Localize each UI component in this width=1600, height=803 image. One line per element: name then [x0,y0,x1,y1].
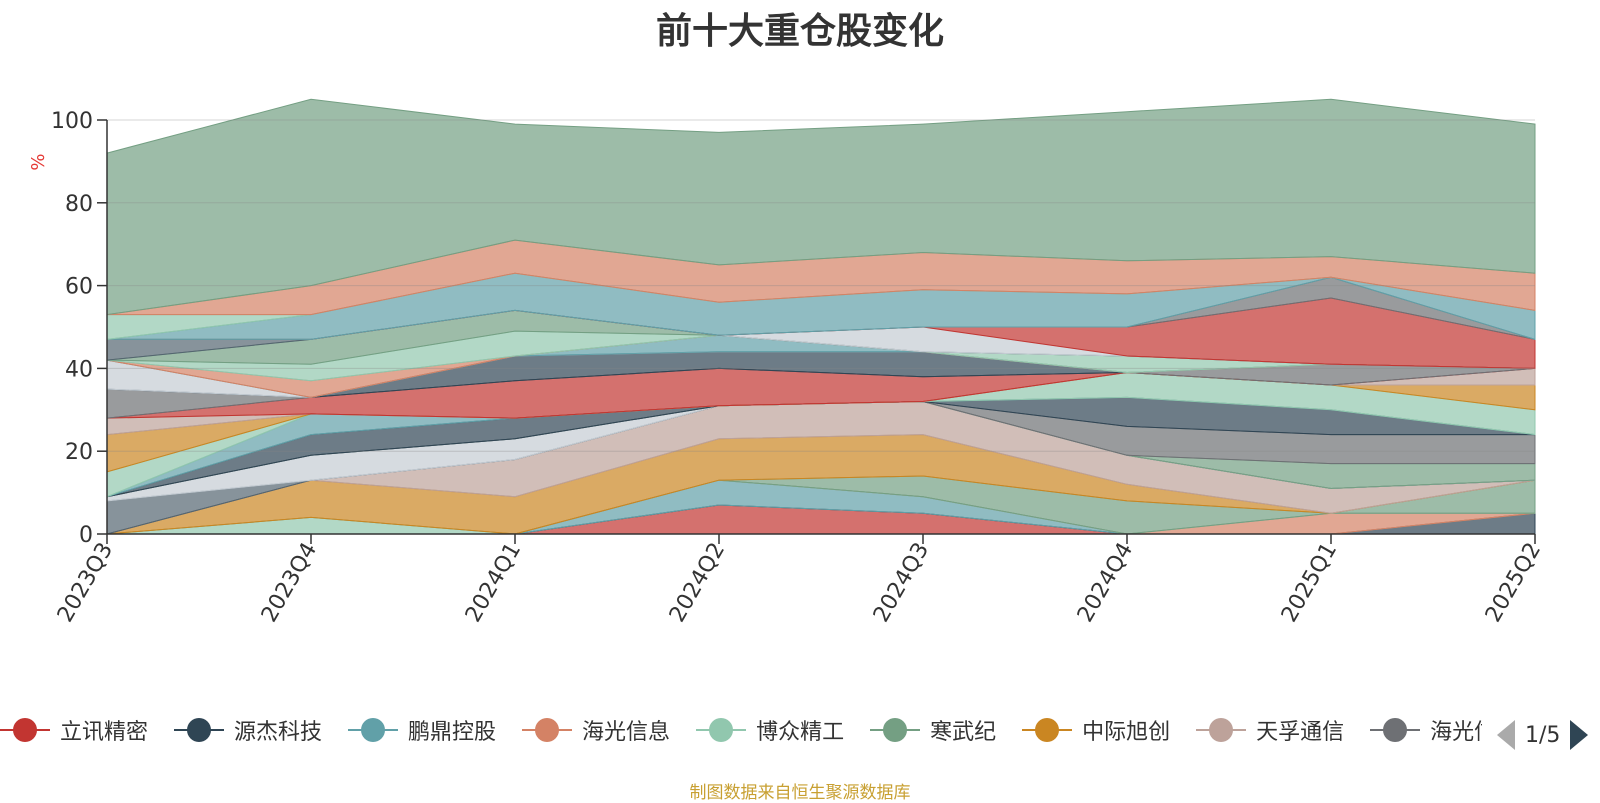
legend-label: 博众精工 [756,720,845,745]
legend-prev-page-button[interactable] [1497,720,1515,750]
x-tick-label: 2024Q3 [869,539,934,627]
area-layers [106,98,1536,535]
x-tick-label: 2023Q4 [257,539,322,627]
legend-marker-icon [696,715,747,745]
legend-label: 海光信息 [1430,720,1482,745]
legend-item[interactable]: 寒武纪 [870,710,1022,750]
gridlines [107,119,1535,452]
y-tick-label: 100 [51,109,93,134]
legend: 立讯精密 源杰科技 鹏鼎控股 海光信息 博众精工 寒武纪 中际旭创 天孚通信 海光信息 [0,710,1482,750]
legend-label: 寒武纪 [930,720,997,745]
legend-page-indicator: 1/5 [1525,722,1561,748]
legend-item[interactable]: 海光信息 [1370,710,1482,750]
x-tick-label: 2023Q3 [53,539,118,627]
y-tick-label: 20 [65,440,93,465]
x-tick-label: 2025Q2 [1481,539,1546,627]
legend-label: 中际旭创 [1082,720,1171,745]
legend-pager: 1/5 [1497,718,1589,752]
legend-item[interactable]: 立讯精密 [0,710,174,750]
x-tick-label: 2025Q1 [1277,539,1342,627]
y-tick-label: 40 [65,357,93,382]
legend-marker-icon [522,715,573,745]
legend-marker-icon [1022,715,1073,745]
legend-label: 海光信息 [582,720,671,745]
y-axis-label: % [28,153,49,170]
legend-item[interactable]: 鹏鼎控股 [348,710,522,750]
legend-item[interactable]: 天孚通信 [1196,710,1370,750]
area-layer-33[interactable] [106,98,1536,316]
legend-label: 源杰科技 [234,720,323,745]
y-tick-label: 80 [65,192,93,217]
legend-marker-icon [0,715,50,745]
legend-item[interactable]: 海光信息 [522,710,696,750]
x-tick-label: 2024Q4 [1073,539,1138,627]
legend-item[interactable]: 中际旭创 [1022,710,1196,750]
chart-title: 前十大重仓股变化 [655,11,944,52]
legend-marker-icon [870,715,921,745]
y-tick-label: 0 [79,523,93,548]
legend-marker-icon [348,715,399,745]
legend-item[interactable]: 源杰科技 [174,710,348,750]
source-note: 制图数据来自恒生聚源数据库 [689,783,911,803]
y-tick-label: 60 [65,275,93,300]
legend-label: 立讯精密 [60,720,149,745]
legend-label: 鹏鼎控股 [408,720,497,745]
x-tick-label: 2024Q1 [461,539,526,627]
legend-marker-icon [1196,715,1247,745]
legend-marker-icon [1370,715,1421,745]
legend-label: 天孚通信 [1256,720,1345,745]
legend-marker-icon [174,715,225,745]
legend-next-page-button[interactable] [1570,720,1589,750]
legend-item[interactable]: 博众精工 [696,710,870,750]
x-tick-label: 2024Q2 [665,539,730,627]
